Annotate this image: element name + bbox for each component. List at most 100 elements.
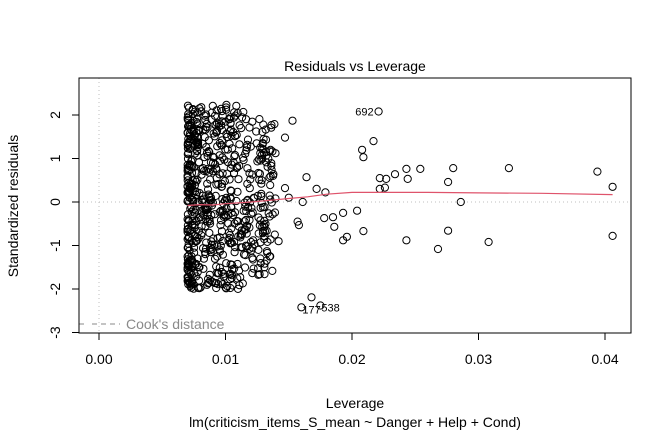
data-point xyxy=(246,175,255,184)
data-point xyxy=(192,114,202,123)
y-tick-label: 0 xyxy=(47,198,63,206)
y-tick-label: -2 xyxy=(47,283,63,296)
data-point xyxy=(243,179,252,188)
data-point xyxy=(262,226,271,235)
data-point xyxy=(359,153,368,162)
data-point xyxy=(382,174,391,183)
data-point xyxy=(242,222,251,231)
data-point xyxy=(199,195,208,204)
data-point xyxy=(256,149,265,158)
data-point xyxy=(298,197,307,207)
data-point xyxy=(280,184,290,193)
data-point xyxy=(202,238,211,247)
data-point xyxy=(444,177,453,187)
data-point xyxy=(217,121,226,130)
data-point xyxy=(184,262,193,271)
data-point xyxy=(320,214,329,223)
data-point xyxy=(227,131,236,140)
data-point xyxy=(193,147,202,156)
x-axis: 0.00 0.01 0.02 0.03 0.04 xyxy=(85,332,619,367)
data-point xyxy=(230,150,240,160)
data-point xyxy=(204,147,213,156)
data-point xyxy=(339,208,348,217)
y-tick-label: 2 xyxy=(47,111,63,119)
data-point xyxy=(240,217,249,226)
data-point xyxy=(230,248,239,257)
data-point xyxy=(198,228,207,237)
data-point xyxy=(197,170,206,179)
data-point xyxy=(183,227,192,237)
point-label-538: 538 xyxy=(321,303,339,315)
data-point xyxy=(353,206,362,215)
data-point xyxy=(233,259,242,269)
smooth-line xyxy=(187,191,613,207)
data-point xyxy=(215,233,224,242)
data-point xyxy=(212,164,221,173)
data-point xyxy=(608,231,617,240)
data-point xyxy=(204,203,213,212)
data-point xyxy=(449,164,458,173)
data-point xyxy=(212,174,221,183)
data-point xyxy=(211,191,220,200)
x-tick-label: 0.02 xyxy=(338,351,365,367)
legend-entry-cooks-distance: Cook's distance xyxy=(126,316,225,332)
data-point xyxy=(242,146,251,155)
data-point xyxy=(263,162,272,171)
data-point xyxy=(186,124,195,134)
data-point xyxy=(374,107,383,116)
data-point xyxy=(221,283,230,292)
data-point xyxy=(210,254,220,263)
data-point xyxy=(433,244,443,254)
x-tick-label: 0.00 xyxy=(85,351,112,367)
data-point xyxy=(192,118,201,127)
reference-lines xyxy=(79,78,631,333)
data-point xyxy=(240,263,250,272)
data-point xyxy=(227,208,236,217)
data-point xyxy=(256,203,265,212)
data-point xyxy=(203,217,212,226)
data-point xyxy=(193,151,202,160)
data-point xyxy=(260,232,269,241)
data-point xyxy=(218,169,227,178)
data-point xyxy=(212,283,221,293)
data-point xyxy=(183,138,192,148)
data-point xyxy=(268,266,277,275)
data-point xyxy=(228,265,237,274)
data-point xyxy=(186,226,195,235)
data-point xyxy=(183,188,192,197)
data-point xyxy=(223,281,232,291)
data-point xyxy=(205,196,215,205)
data-point xyxy=(217,107,227,116)
data-point xyxy=(239,107,248,117)
data-point xyxy=(217,227,226,236)
data-point xyxy=(242,143,251,152)
data-point xyxy=(205,278,214,287)
data-point xyxy=(183,221,192,230)
data-point xyxy=(236,231,245,240)
data-point xyxy=(248,170,257,179)
data-point xyxy=(504,164,513,173)
data-point xyxy=(236,273,245,282)
data-point xyxy=(187,252,196,261)
y-tick-label: -3 xyxy=(47,326,63,339)
data-point xyxy=(239,156,248,165)
legend: Cook's distance xyxy=(92,316,225,332)
data-point xyxy=(187,262,196,271)
data-point xyxy=(183,263,192,272)
data-point xyxy=(222,132,232,141)
data-point xyxy=(267,123,276,132)
data-point xyxy=(206,219,215,228)
data-point xyxy=(203,211,212,220)
data-point xyxy=(201,203,210,212)
data-point xyxy=(248,117,257,126)
data-point xyxy=(247,209,256,219)
data-point xyxy=(359,227,368,236)
y-axis-label: Standardized residuals xyxy=(5,135,21,277)
data-point xyxy=(219,272,228,281)
data-point xyxy=(199,264,208,273)
data-point xyxy=(266,172,275,181)
data-point xyxy=(254,155,263,164)
data-point xyxy=(231,132,240,141)
data-point xyxy=(224,219,233,228)
data-point xyxy=(183,243,192,252)
